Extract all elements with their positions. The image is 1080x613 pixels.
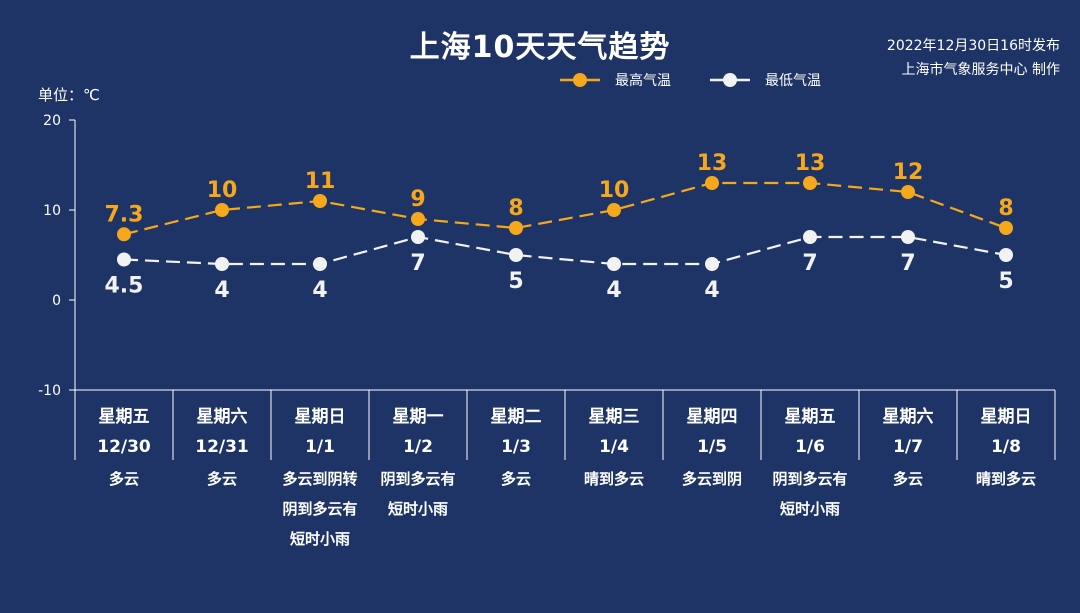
y-tick-label: 10 (43, 203, 61, 219)
y-tick-label: 20 (43, 113, 61, 129)
weather-label: 多云 (109, 470, 139, 488)
date-label: 12/30 (97, 437, 151, 457)
date-label: 12/31 (195, 437, 249, 457)
high-data-label: 12 (893, 160, 924, 185)
low-point (607, 257, 621, 271)
weather-label: 阴到多云有 (380, 470, 455, 488)
series-line-high (123, 181, 1007, 236)
date-label: 1/5 (697, 437, 727, 457)
day-label: 星期五 (99, 407, 150, 427)
high-point (607, 203, 621, 217)
y-tick-label: 0 (52, 293, 61, 309)
day-label: 星期三 (589, 407, 640, 427)
high-point (509, 221, 523, 235)
high-data-label: 11 (305, 169, 336, 194)
low-data-label: 7 (410, 251, 425, 276)
high-data-label: 10 (599, 178, 630, 203)
low-point (411, 230, 425, 244)
high-point (313, 194, 327, 208)
low-point (509, 248, 523, 262)
high-point (117, 227, 131, 242)
date-label: 1/1 (305, 437, 335, 457)
low-data-label: 7 (900, 251, 915, 276)
high-point (705, 176, 719, 190)
publish-info: 2022年12月30日16时发布 上海市气象服务中心 制作 (887, 34, 1060, 82)
low-data-label: 4 (312, 278, 327, 303)
low-data-label: 7 (802, 251, 817, 276)
date-label: 1/4 (599, 437, 629, 457)
high-point (803, 176, 817, 190)
date-label: 1/2 (403, 437, 433, 457)
low-data-label: 4 (214, 278, 229, 303)
date-label: 1/8 (991, 437, 1021, 457)
low-data-label: 5 (998, 269, 1013, 294)
day-label: 星期六 (883, 406, 934, 427)
day-label: 星期四 (687, 407, 738, 427)
legend-marker (723, 73, 737, 87)
high-data-label: 13 (795, 151, 826, 176)
high-data-label: 13 (697, 151, 728, 176)
low-point (803, 230, 817, 244)
weather-label: 晴到多云 (976, 470, 1036, 488)
unit-label: 单位：℃ (38, 86, 100, 104)
low-point (313, 257, 327, 271)
day-label: 星期日 (295, 407, 346, 427)
date-label: 1/3 (501, 437, 531, 457)
low-point (901, 230, 915, 244)
chart-title: 上海10天天气趋势 (409, 30, 671, 65)
high-data-label: 10 (207, 178, 238, 203)
low-point (999, 248, 1013, 262)
date-label: 1/6 (795, 437, 825, 457)
chart-legend: 最高气温 最低气温 (560, 72, 821, 89)
low-point (117, 252, 131, 267)
high-data-label: 9 (410, 187, 425, 212)
high-data-label: 7.3 (105, 202, 144, 227)
legend-label: 最低气温 (765, 73, 821, 89)
high-point (411, 212, 425, 226)
weather-label: 短时小雨 (388, 500, 448, 518)
high-point (901, 185, 915, 199)
weather-label: 多云到阴转 (282, 470, 357, 488)
forecast-table: 星期五12/30多云星期六12/31多云星期日1/1多云到阴转阴到多云有短时小雨… (74, 390, 1056, 548)
series-line-low (123, 235, 1007, 266)
low-data-label: 4.5 (105, 274, 144, 299)
high-data-label: 8 (998, 196, 1013, 221)
day-label: 星期一 (393, 407, 444, 427)
publish-source: 上海市气象服务中心 制作 (901, 62, 1060, 78)
weather-label: 多云到阴 (682, 470, 742, 488)
legend-marker (573, 73, 587, 87)
low-point (705, 257, 719, 271)
weather-label: 阴到多云有 (772, 470, 847, 488)
high-point (215, 203, 229, 217)
weather-label: 短时小雨 (780, 500, 840, 518)
publish-date: 2022年12月30日16时发布 (886, 38, 1060, 54)
day-label: 星期五 (785, 407, 836, 427)
weather-label: 短时小雨 (290, 530, 350, 548)
high-point (999, 221, 1013, 235)
low-data-label: 4 (606, 278, 621, 303)
chart-lines: 7.3 10 11 9 8 10 13 13 12 8 4.5 4 4 7 5 4 4 7 7 5 (105, 151, 1014, 303)
day-label: 星期六 (197, 406, 248, 427)
y-tick-label: -10 (38, 383, 61, 399)
day-label: 星期二 (491, 407, 542, 427)
weather-label: 多云 (893, 470, 923, 488)
legend-label: 最高气温 (615, 72, 671, 89)
low-data-label: 5 (508, 269, 523, 294)
weather-label: 阴到多云有 (282, 500, 357, 518)
date-label: 1/7 (893, 437, 923, 457)
low-point (215, 257, 229, 271)
weather-label: 多云 (207, 470, 237, 488)
day-label: 星期日 (981, 407, 1032, 427)
weather-label: 晴到多云 (584, 470, 644, 488)
high-data-label: 8 (508, 196, 523, 221)
low-data-label: 4 (704, 278, 719, 303)
weather-label: 多云 (501, 470, 531, 488)
